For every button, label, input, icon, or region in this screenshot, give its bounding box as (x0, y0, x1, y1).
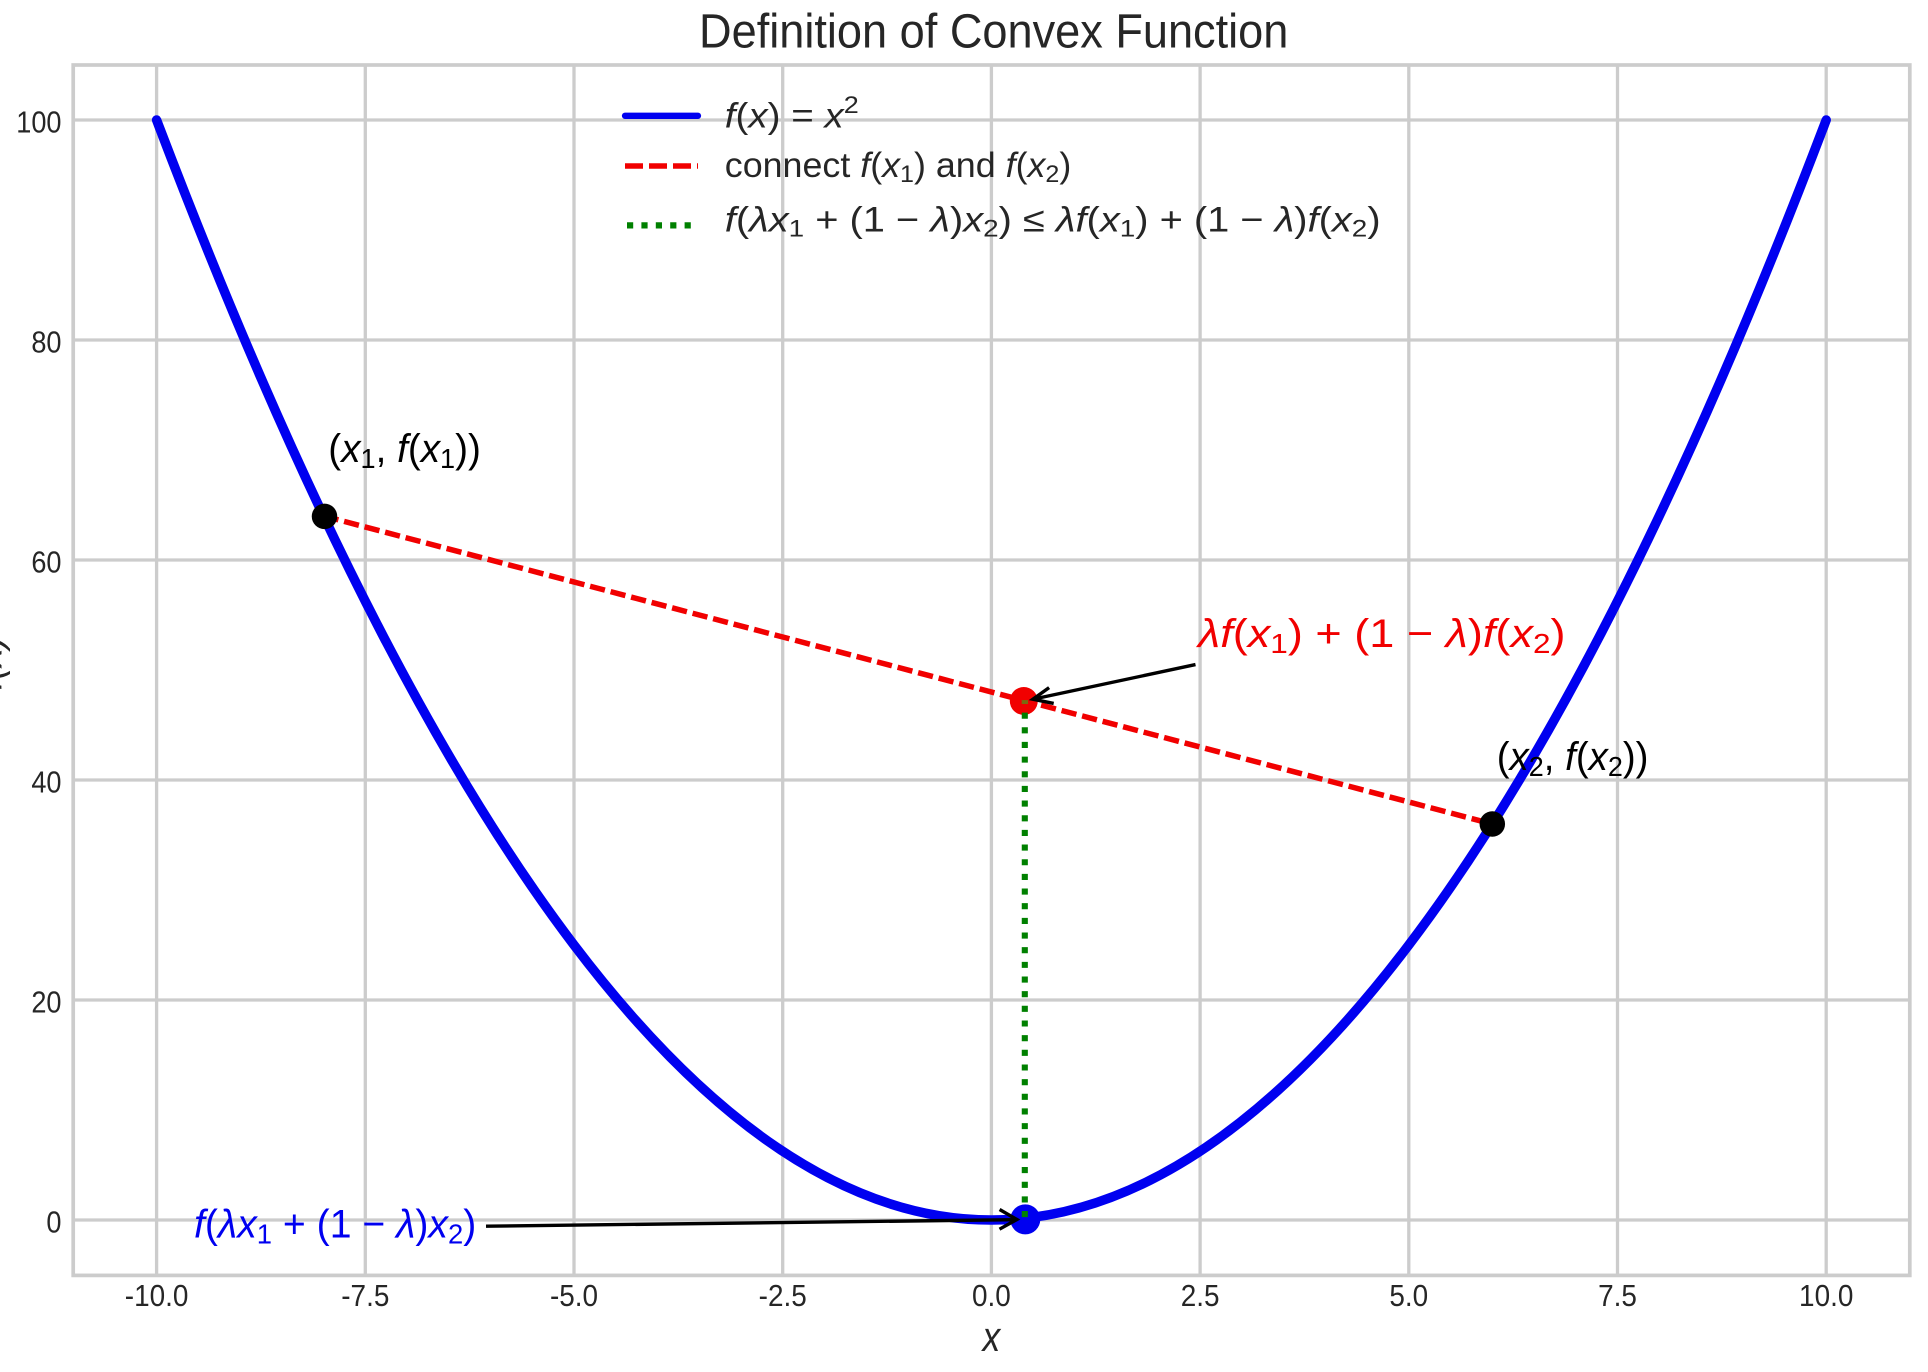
svg-text:5.0: 5.0 (1389, 1279, 1428, 1314)
svg-text:40: 40 (31, 766, 61, 800)
svg-text:0.0: 0.0 (972, 1279, 1011, 1314)
svg-text:f(x) = x2​: f(x) = x2​ (725, 92, 859, 135)
svg-text:-10.0: -10.0 (125, 1279, 189, 1314)
svg-text:f(λx1​ + (1 − λ)x2​): f(λx1​ + (1 − λ)x2​) (194, 1202, 476, 1249)
svg-text:connect f(x1​) and f(x2​): connect f(x1​) and f(x2​) (725, 145, 1072, 188)
svg-text:f(λx1​ + (1 − λ)x2​) ≤ λf(x1​): f(λx1​ + (1 − λ)x2​) ≤ λf(x1​) + (1 − λ)… (725, 200, 1381, 243)
svg-text:60: 60 (31, 546, 61, 580)
svg-text:Definition of Convex Function: Definition of Convex Function (699, 4, 1288, 58)
svg-text:f(x): f(x) (0, 636, 11, 691)
svg-text:-2.5: -2.5 (759, 1279, 807, 1314)
svg-text:0: 0 (46, 1206, 61, 1240)
svg-text:x: x (981, 1314, 1002, 1360)
svg-text:2.5: 2.5 (1181, 1279, 1220, 1314)
svg-text:100: 100 (16, 106, 61, 140)
svg-text:λf(x1​) + (1 − λ)f(x2​): λf(x1​) + (1 − λ)f(x2​) (1196, 611, 1566, 659)
svg-text:10.0: 10.0 (1799, 1279, 1853, 1314)
svg-text:-7.5: -7.5 (341, 1279, 389, 1314)
svg-text:-5.0: -5.0 (550, 1279, 598, 1314)
svg-text:(x2​, f(x2​)): (x2​, f(x2​)) (1497, 734, 1649, 782)
svg-text:(x1​, f(x1​)): (x1​, f(x1​)) (328, 426, 481, 474)
svg-text:7.5: 7.5 (1598, 1279, 1637, 1314)
svg-text:80: 80 (31, 326, 61, 360)
svg-text:20: 20 (31, 986, 61, 1020)
